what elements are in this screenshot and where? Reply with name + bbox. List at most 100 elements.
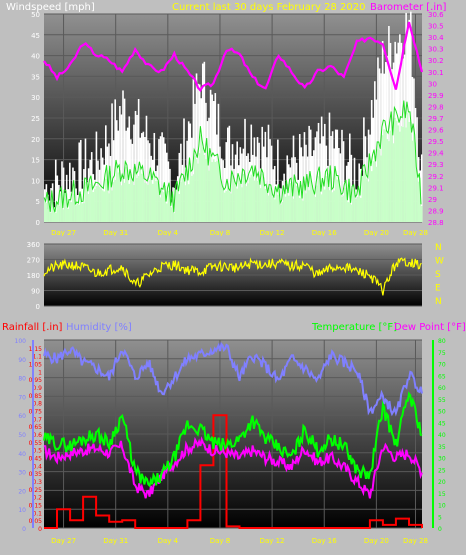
rainfall-tick-label: 1.15	[29, 346, 43, 353]
wind-average-bar	[250, 174, 253, 222]
wind-average-bar	[273, 199, 276, 222]
temperature-tick-label: 35	[438, 444, 446, 451]
rainfall-tick-label: 0.2	[32, 495, 42, 502]
wind-average-bar	[242, 173, 245, 222]
wind-average-bar	[394, 117, 396, 222]
wind-average-bar	[388, 141, 390, 222]
wind-average-bar	[375, 166, 378, 222]
windspeed-tick-label: 0	[36, 219, 40, 227]
wind-average-bar	[87, 194, 90, 222]
wind-gust-bar	[328, 112, 331, 222]
windspeed-tick-label: 30	[31, 94, 40, 102]
wind-average-bar	[61, 190, 63, 222]
top-x-axis: Day 27 Day 31 Day 4 Day 8 Day 12 Day 16 Day 20…	[51, 229, 428, 237]
rainfall-tick-label: 0.15	[29, 503, 43, 510]
wind-average-bar	[148, 180, 151, 222]
wind-average-bar	[236, 188, 238, 222]
wind-gust-bar	[342, 141, 345, 222]
wind-gust-bar	[331, 131, 334, 222]
temperature-tick-label: 15	[438, 491, 446, 498]
wind-average-bar	[159, 197, 162, 222]
wind-average-bar	[338, 179, 340, 222]
wind-average-bar	[341, 196, 343, 222]
wind-average-bar	[262, 177, 265, 222]
wind-gust-bar	[375, 99, 378, 222]
wind-gust-bar	[250, 124, 253, 222]
temperature-tick-label: 5	[438, 514, 442, 521]
wind-average-bar	[50, 212, 52, 222]
wind-average-bar	[84, 182, 87, 222]
wind-average-bar	[248, 177, 251, 222]
wind-gust-bar	[320, 116, 323, 222]
dewpoint-title: Dew Point [°F]	[394, 322, 466, 333]
direction-tick-label: 90	[31, 288, 40, 296]
rainfall-tick-label: 0.45	[29, 456, 43, 463]
humidity-tick-label: 100	[15, 338, 27, 345]
wind-average-bar	[201, 147, 204, 222]
dewpoint-line	[43, 436, 423, 499]
rainfall-tick-label: 0	[38, 526, 42, 533]
wind-gust-bar	[298, 134, 301, 222]
barometer-tick-label: 30	[428, 80, 437, 88]
wind-average-bar	[140, 173, 143, 222]
wind-average-bar	[119, 170, 121, 222]
wind-average-bar	[256, 180, 259, 222]
wind-gust-bar	[322, 136, 325, 222]
wind-gust-bar	[136, 114, 138, 222]
wind-average-bar	[100, 188, 102, 222]
wind-average-bar	[117, 172, 120, 222]
barometer-tick-label: 30.6	[428, 11, 444, 19]
wind-gust-bar	[114, 99, 116, 222]
temperature-tick-label: 55	[438, 397, 446, 404]
barometer-tick-label: 30.2	[428, 57, 444, 65]
wind-average-bar	[305, 193, 307, 222]
direction-degrees-axis: 0 90 180 270 360	[27, 241, 40, 311]
rainfall-tick-label: 0.35	[29, 471, 43, 478]
wind-average-bar	[195, 159, 198, 222]
wind-average-bar	[211, 162, 213, 222]
wind-average-bar	[383, 129, 386, 222]
wind-gust-bar	[380, 73, 382, 223]
wind-average-bar	[194, 156, 196, 222]
rainfall-axis: 00.050.10.150.20.250.30.350.40.450.50.55…	[29, 346, 43, 533]
wind-average-bar	[175, 189, 177, 222]
humidity-tick-label: 20	[18, 488, 26, 495]
windspeed-tick-label: 25	[31, 115, 40, 123]
wind-average-bar	[405, 127, 407, 222]
wind-gust-bar	[58, 184, 60, 222]
wind-gust-bar	[277, 139, 279, 222]
compass-label: N	[435, 243, 442, 253]
wind-average-bar	[328, 190, 331, 222]
wind-average-bar	[333, 190, 335, 222]
wind-average-bar	[237, 177, 240, 222]
wind-gust-bar	[214, 93, 217, 222]
wind-average-bar	[134, 169, 137, 222]
direction-tick-label: 360	[27, 241, 40, 249]
wind-gust-bar	[122, 90, 124, 222]
wind-average-bar	[214, 161, 217, 222]
temperature-tick-label: 65	[438, 373, 446, 380]
chart-title: Current last 30 days February 28 2020	[172, 2, 365, 13]
wind-average-bar	[397, 125, 400, 222]
wind-average-bar	[314, 196, 317, 222]
wind-average-bar	[291, 182, 293, 222]
wind-gust-bar	[100, 148, 102, 222]
wind-average-bar	[370, 171, 373, 222]
wind-gust-bar	[349, 133, 351, 222]
wind-average-bar	[319, 171, 321, 222]
barometer-tick-label: 30.3	[428, 46, 444, 54]
wind-average-bar	[359, 197, 362, 222]
compass-label: N	[435, 297, 442, 307]
wind-average-bar	[192, 174, 195, 222]
wind-average-bar	[269, 187, 271, 222]
wind-gust-bar	[267, 124, 270, 222]
wind-average-bar	[298, 198, 301, 222]
temperature-tick-label: 25	[438, 467, 446, 474]
rainfall-tick-label: 0.6	[32, 432, 42, 439]
rainfall-tick-label: 0.25	[29, 487, 43, 494]
wind-average-bar	[313, 192, 315, 222]
wind-gust-bar	[119, 106, 121, 222]
wind-average-bar	[336, 179, 339, 222]
temperature-tick-label: 40	[438, 432, 446, 439]
